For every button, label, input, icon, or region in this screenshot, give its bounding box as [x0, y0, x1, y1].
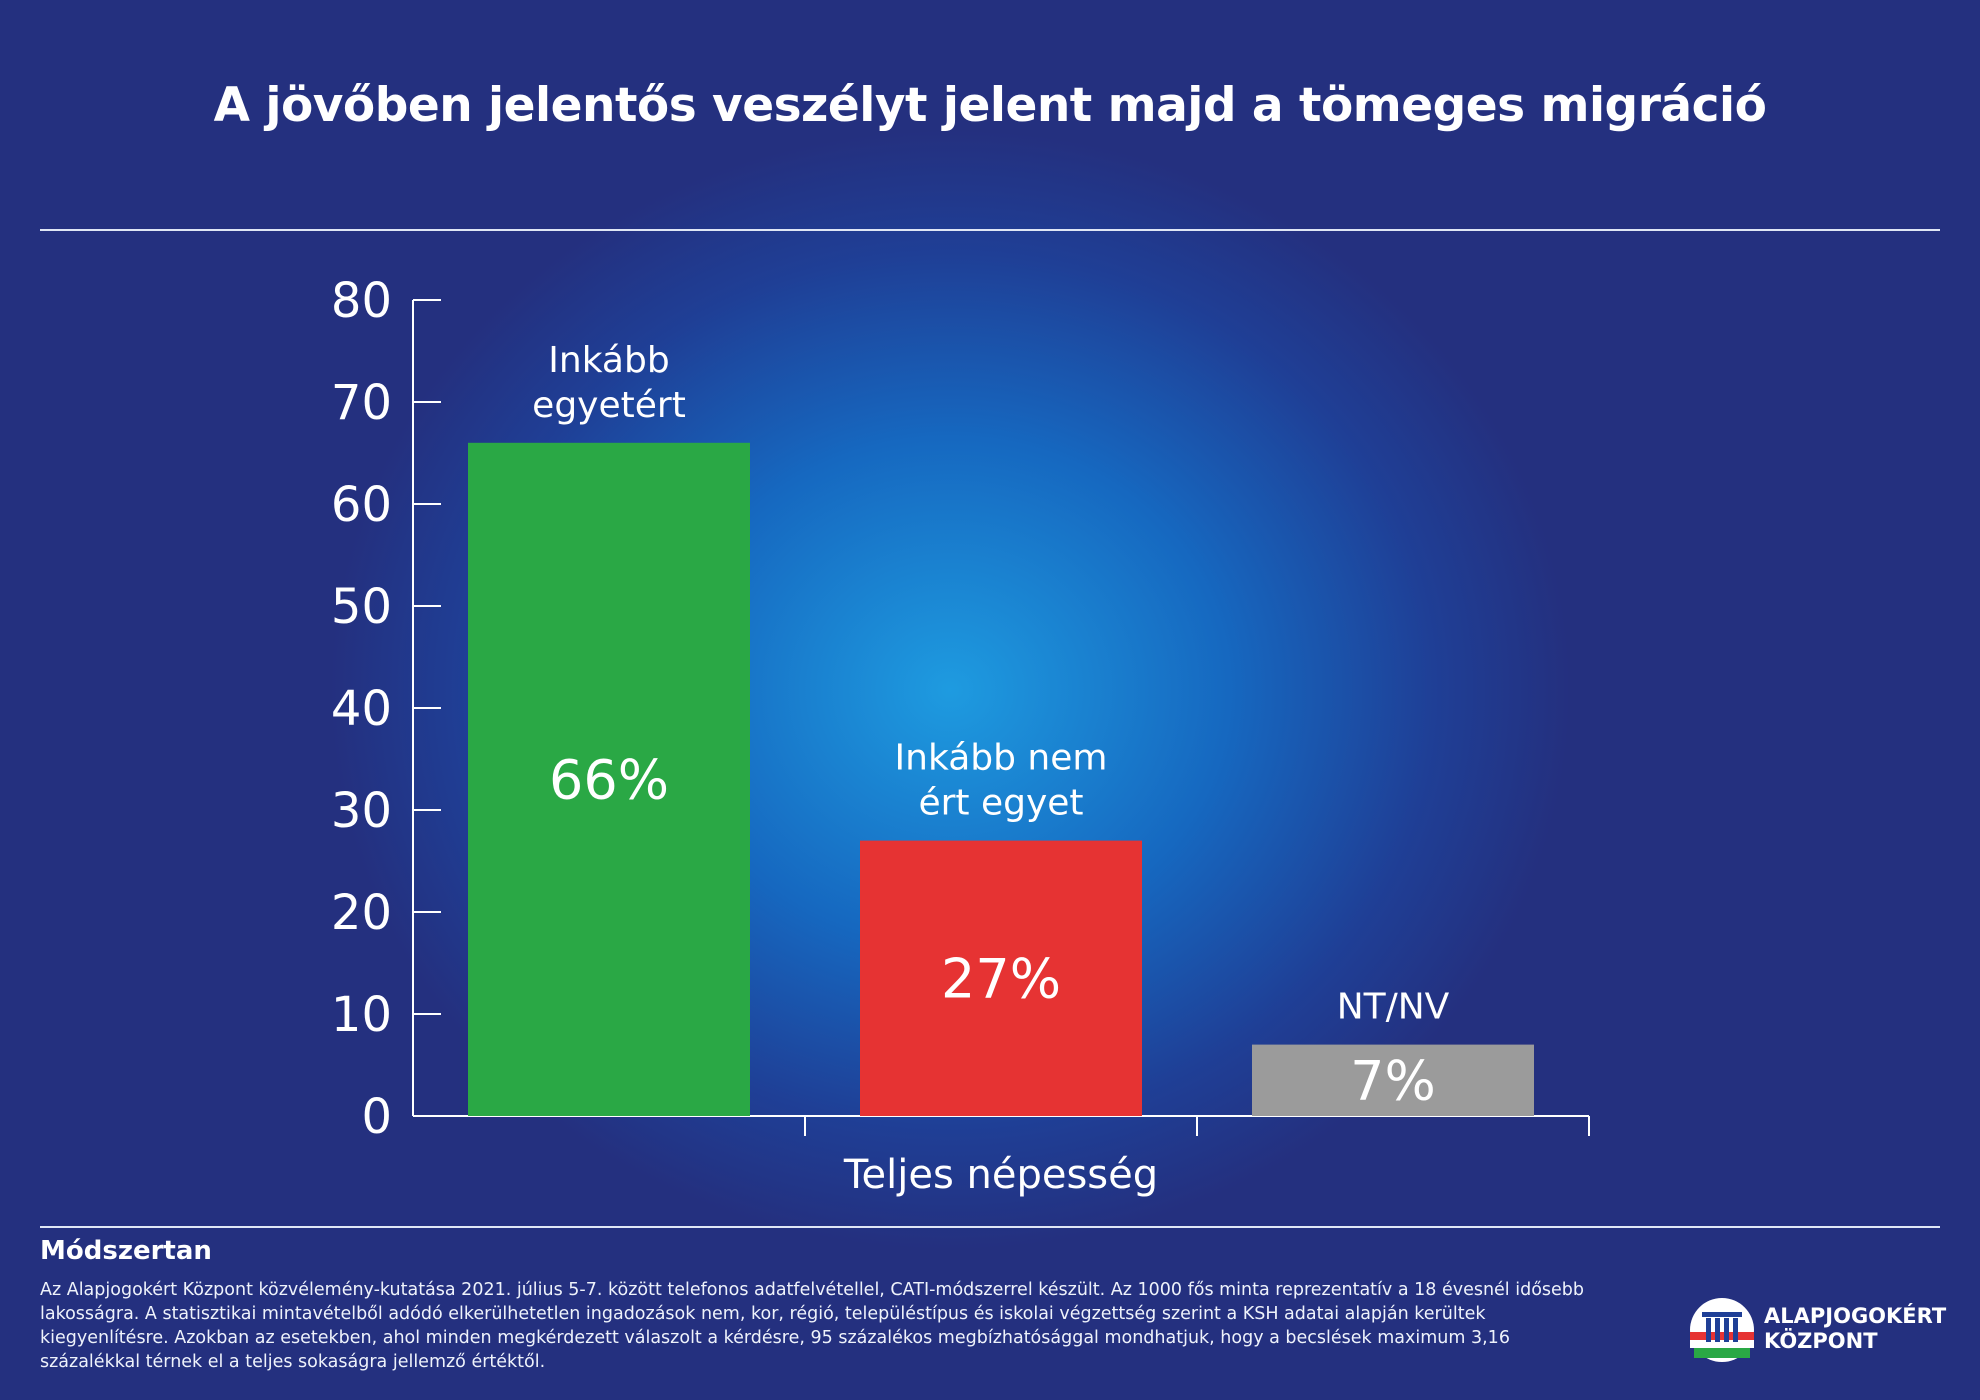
bar-category-label: Inkább nem — [895, 738, 1108, 779]
logo-line-1: ALAPJOGOKÉRT — [1764, 1304, 1947, 1328]
y-tick-label: 70 — [331, 375, 392, 431]
y-tick-label: 60 — [331, 477, 392, 533]
pillar-flag-logo-icon — [1690, 1298, 1754, 1362]
bar — [468, 442, 750, 1116]
bottom-divider — [40, 1226, 1940, 1228]
y-tick-label: 10 — [331, 987, 392, 1043]
y-tick-label: 40 — [331, 681, 392, 737]
chart-title: A jövőben jelentős veszélyt jelent majd … — [213, 78, 1767, 133]
x-axis-title: Teljes népesség — [843, 1152, 1158, 1198]
top-divider — [40, 229, 1940, 231]
bar-value-label: 27% — [941, 947, 1061, 1010]
bar-value-label: 7% — [1350, 1049, 1436, 1112]
y-tick-label: 0 — [361, 1089, 392, 1145]
bar — [1252, 1044, 1534, 1116]
bar-category-label: egyetért — [532, 385, 686, 426]
bar — [860, 840, 1142, 1116]
y-tick-label: 80 — [331, 273, 392, 329]
y-tick-label: 20 — [331, 885, 392, 941]
logo-line-2: KÖZPONT — [1764, 1329, 1878, 1353]
y-tick-label: 30 — [331, 783, 392, 839]
bar-category-label: Inkább — [548, 340, 669, 381]
y-tick-label: 50 — [331, 579, 392, 635]
bar-category-label: ért egyet — [918, 783, 1083, 824]
bar-value-label: 66% — [549, 748, 669, 811]
methodology-title: Módszertan — [40, 1236, 212, 1266]
methodology-text: Az Alapjogokért Központ közvélemény-kuta… — [40, 1280, 1585, 1372]
organization-logo: ALAPJOGOKÉRT KÖZPONT — [1688, 1296, 1948, 1364]
bar-category-label: NT/NV — [1337, 987, 1450, 1028]
